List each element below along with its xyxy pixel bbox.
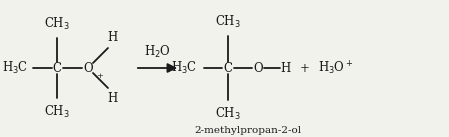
Text: CH$_3$: CH$_3$	[44, 16, 70, 32]
Text: CH$_3$: CH$_3$	[215, 106, 241, 122]
Text: CH$_3$: CH$_3$	[44, 104, 70, 120]
Text: O: O	[83, 62, 93, 75]
Text: H: H	[107, 31, 117, 44]
Text: CH$_3$: CH$_3$	[215, 14, 241, 30]
Text: H$_2$O: H$_2$O	[144, 44, 171, 60]
Text: H$_3$C: H$_3$C	[171, 60, 197, 76]
Text: H: H	[107, 92, 117, 105]
Text: +: +	[97, 72, 103, 80]
Text: H$_3$O$^+$: H$_3$O$^+$	[318, 59, 353, 77]
Text: 2-methylpropan-2-ol: 2-methylpropan-2-ol	[194, 126, 302, 135]
Text: C: C	[53, 62, 62, 75]
Text: O: O	[253, 62, 263, 75]
Text: H$_3$C: H$_3$C	[2, 60, 28, 76]
Text: H: H	[280, 62, 290, 75]
Text: +: +	[300, 62, 310, 75]
Text: C: C	[224, 62, 233, 75]
